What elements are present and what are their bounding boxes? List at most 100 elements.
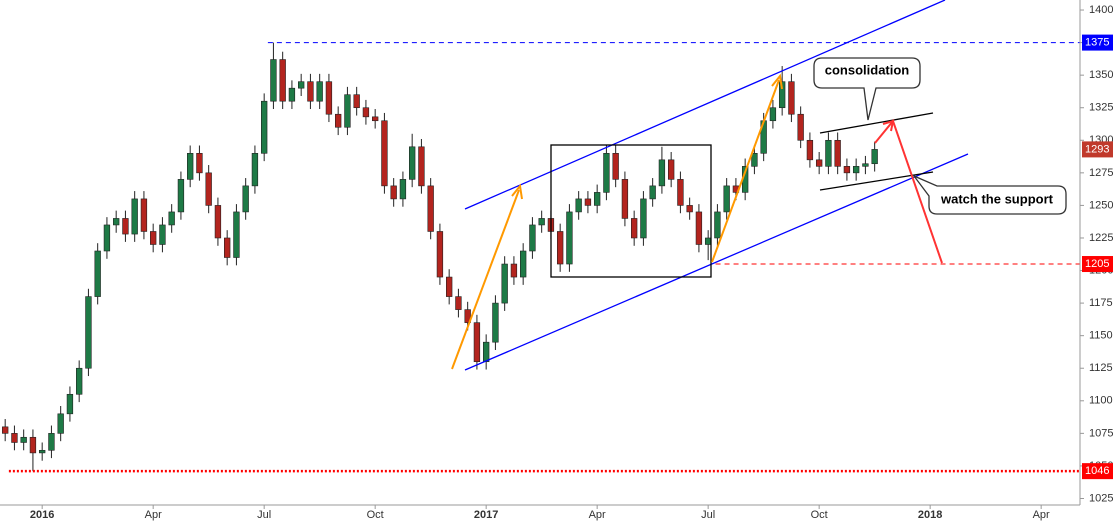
candle-body: [871, 149, 878, 165]
candle-body: [538, 218, 545, 226]
candle-body: [372, 116, 379, 122]
candle-body: [177, 179, 185, 213]
candle-body: [473, 322, 481, 363]
y-tick-label: 1150: [1089, 330, 1113, 342]
y-tick-label: 1100: [1089, 395, 1113, 407]
candle-body: [122, 218, 129, 235]
candle-body: [852, 166, 860, 174]
arrow: [711, 79, 780, 263]
candle-body: [529, 224, 536, 252]
candle-body: [131, 198, 138, 235]
candle-body: [621, 179, 629, 219]
candle-body: [270, 59, 277, 102]
candle-body: [205, 172, 212, 206]
candle-body: [723, 185, 730, 213]
y-tick-label: 1325: [1089, 102, 1113, 114]
candle-body: [113, 218, 120, 226]
annotation: watch the support: [940, 191, 1054, 206]
candle-body: [39, 449, 46, 454]
y-tick-label: 1075: [1089, 427, 1113, 439]
candle-body: [168, 211, 175, 226]
arrow-head: [771, 73, 783, 90]
candle-body: [603, 153, 610, 193]
x-tick-label: Apr: [145, 509, 162, 521]
candle-body: [418, 146, 425, 187]
consolidation-bottom: [819, 171, 934, 191]
candle-body: [251, 153, 259, 187]
candle-body: [575, 198, 582, 213]
candle-body: [20, 436, 27, 443]
x-tick-label: Apr: [589, 509, 606, 521]
candle-body: [630, 218, 638, 239]
candle-body: [409, 146, 416, 180]
candle-body: [797, 113, 804, 141]
level-label-box: [1082, 463, 1113, 480]
candle-body: [704, 237, 712, 245]
callout: [912, 174, 1067, 215]
x-tick-label: 2017: [474, 509, 498, 521]
candle-body: [584, 198, 592, 206]
candle-body: [2, 426, 9, 434]
candle-body: [261, 100, 268, 154]
y-tick-label: 1350: [1089, 69, 1113, 81]
candle-body: [390, 185, 397, 200]
candle-body: [806, 139, 814, 161]
candle-body: [66, 393, 74, 415]
candle-body: [381, 120, 388, 187]
candle-body: [566, 211, 573, 265]
level-label: 1375: [1085, 36, 1109, 48]
range-box: [550, 144, 712, 278]
candle-body: [187, 153, 194, 180]
candle-body: [94, 250, 101, 297]
candle-body: [815, 159, 823, 167]
candle-body: [788, 81, 795, 115]
candle-body: [446, 276, 453, 297]
candle-body: [843, 166, 851, 174]
x-tick-label: Oct: [811, 509, 828, 521]
annotation: consolidation: [825, 62, 910, 77]
candle-body: [233, 211, 240, 258]
candle-body: [825, 139, 832, 167]
last-price-box: [1082, 141, 1113, 158]
candle-body: [862, 163, 869, 167]
candle-body: [103, 224, 111, 252]
candle-body: [335, 113, 342, 128]
y-tick-label: 1275: [1089, 167, 1113, 179]
candle-body: [325, 81, 333, 115]
consolidation-top: [819, 112, 934, 134]
candle-body: [279, 59, 286, 102]
candle-body: [677, 179, 684, 206]
y-tick-label: 1025: [1089, 492, 1113, 504]
candle-body: [640, 198, 647, 239]
y-tick-label: 1250: [1089, 199, 1113, 211]
x-tick-label: Jul: [701, 509, 715, 521]
callout: [813, 57, 921, 121]
candle-body: [593, 192, 601, 206]
candle-body: [196, 153, 203, 174]
x-tick-label: Oct: [367, 509, 384, 521]
candle-body: [48, 433, 55, 451]
candle-body: [353, 94, 360, 109]
candle-body: [464, 309, 471, 323]
channel-lower: [464, 153, 969, 371]
candle-body: [834, 139, 841, 167]
channel-upper: [464, 0, 946, 210]
candle-body: [556, 231, 564, 265]
candle-body: [344, 94, 351, 128]
candle-body: [85, 296, 92, 369]
candle-body: [686, 205, 693, 213]
candle-body: [510, 263, 518, 278]
candle-body: [224, 237, 231, 258]
candle-body: [140, 198, 148, 232]
candle-body: [298, 81, 305, 89]
candle-body: [214, 205, 222, 239]
y-tick-label: 1125: [1089, 362, 1113, 374]
candle-body: [658, 159, 666, 187]
arrow-head: [511, 183, 523, 200]
candle-body: [769, 107, 777, 122]
candle-body: [29, 436, 37, 454]
last-price-label: 1293: [1085, 143, 1109, 155]
candle-body: [455, 296, 462, 310]
level-label-box: [1082, 256, 1113, 273]
drawings: [451, 0, 1067, 371]
